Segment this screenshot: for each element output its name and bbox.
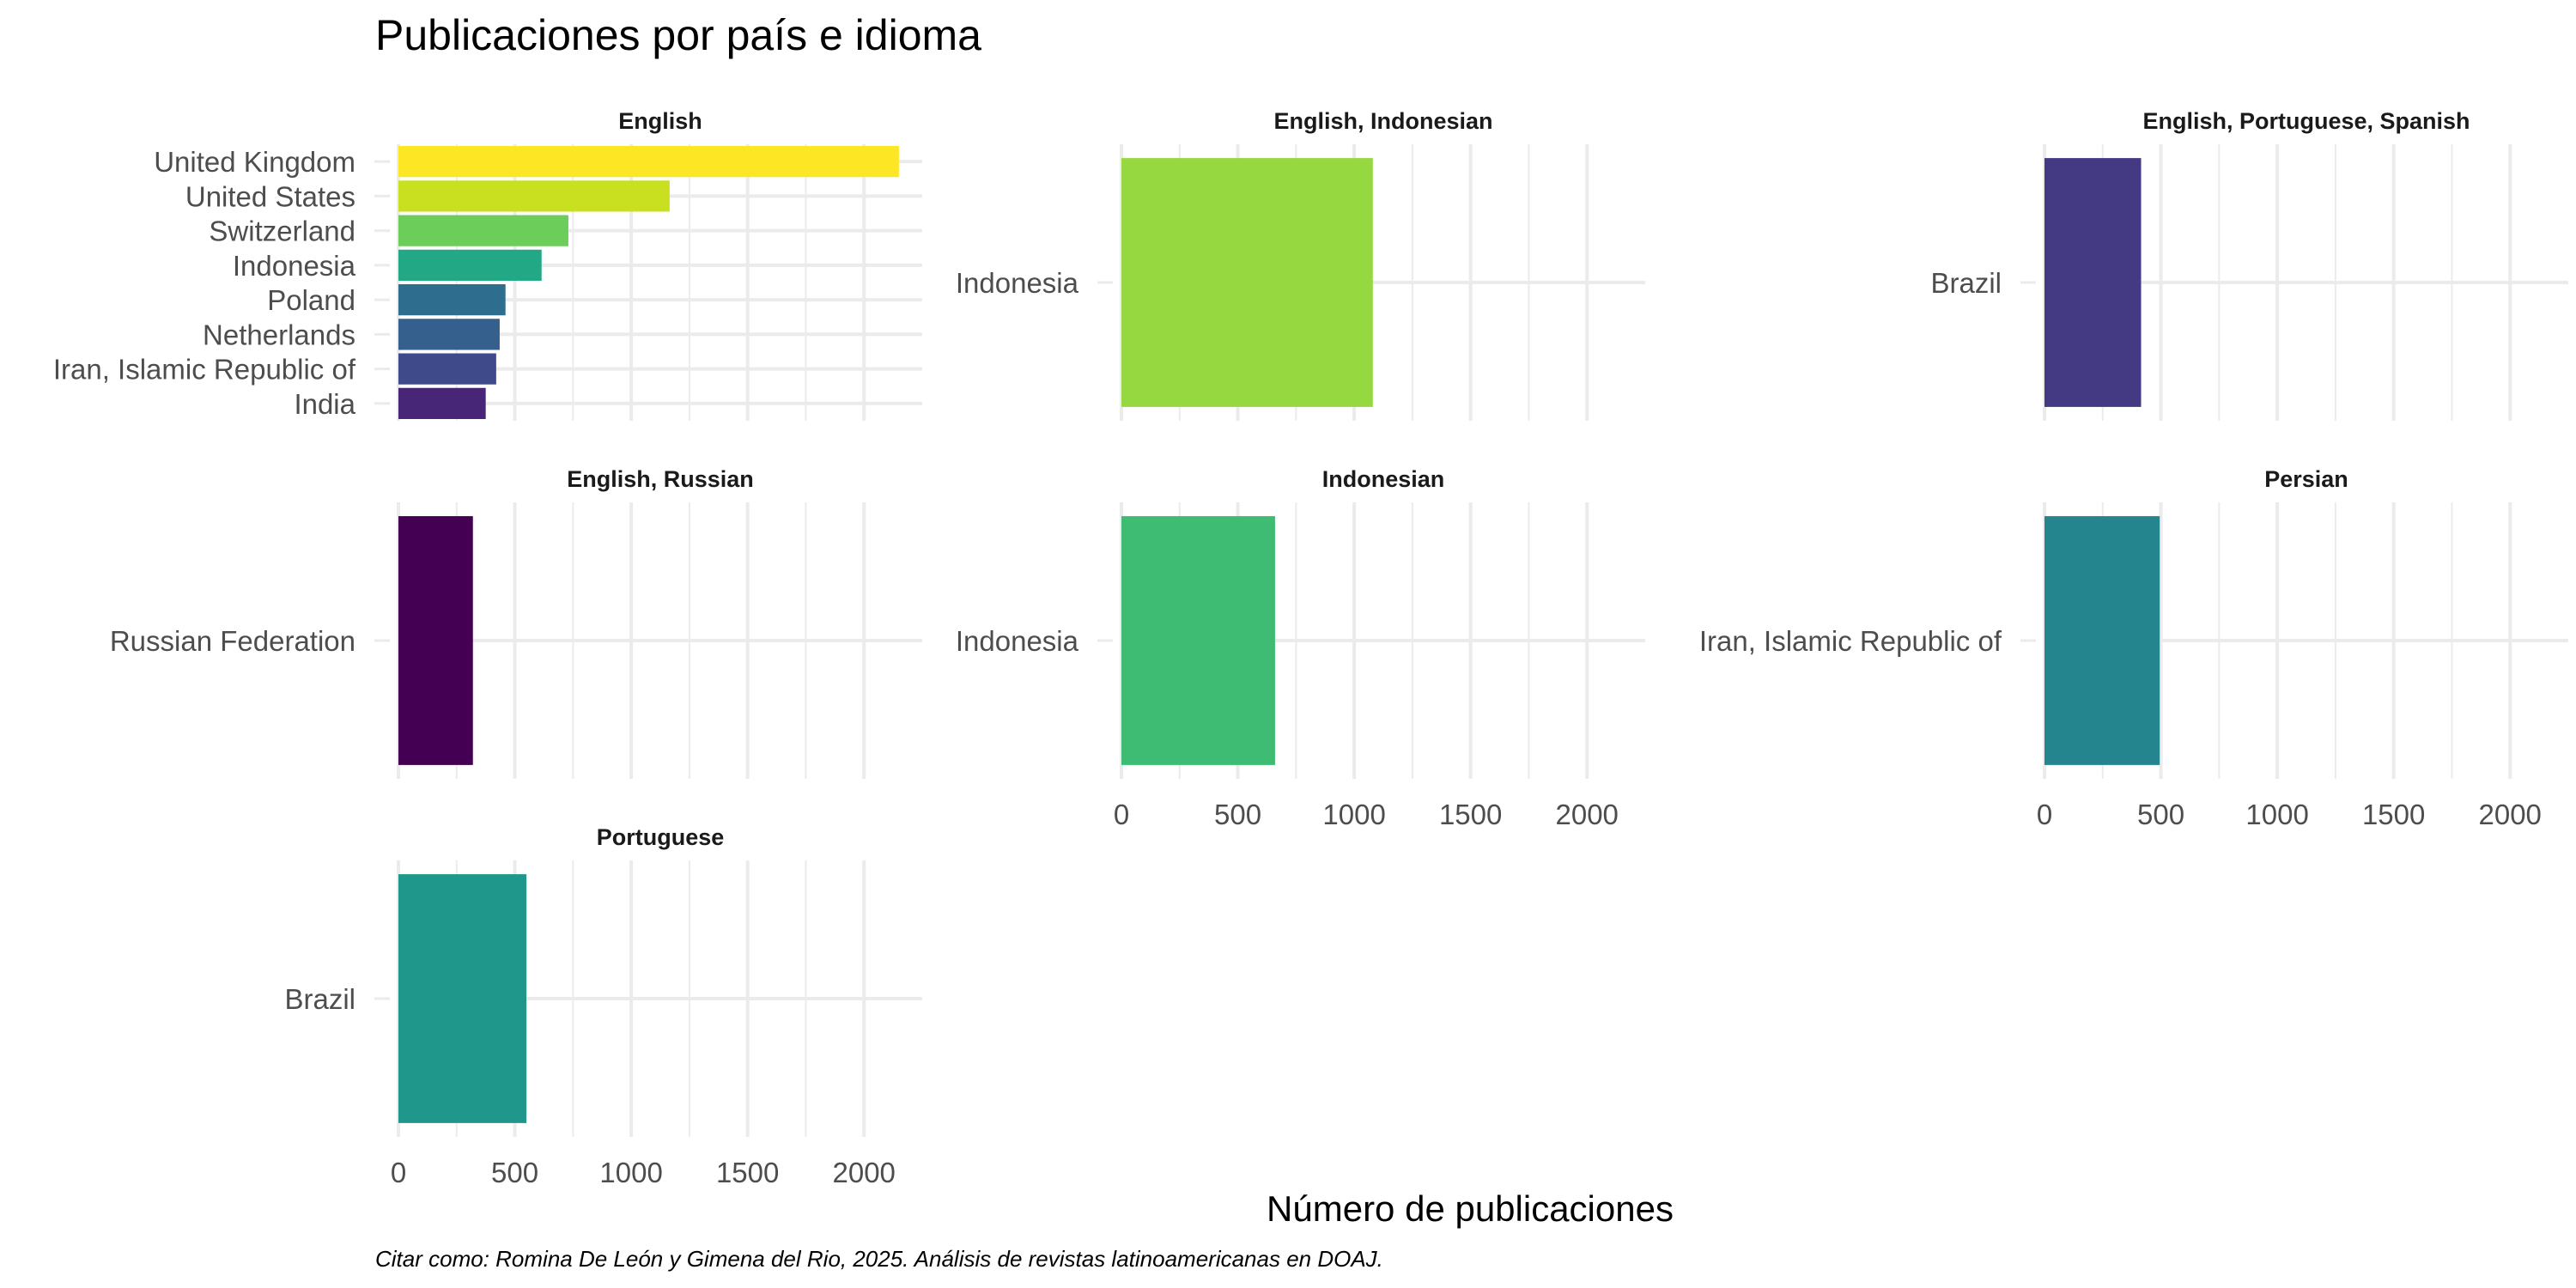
- x-tick-label: 1000: [599, 1157, 662, 1188]
- x-tick-label: 1500: [716, 1157, 779, 1188]
- facet-strip-label: English: [618, 108, 702, 134]
- bar: [398, 354, 496, 385]
- facet-panel: English, Russian Russian Federation: [110, 466, 922, 779]
- facet-strip-label: Portuguese: [597, 824, 725, 850]
- y-tick-label: United Kingdom: [154, 146, 355, 178]
- x-tick-label: 2000: [1556, 799, 1619, 830]
- bar: [398, 874, 526, 1123]
- bar: [2044, 158, 2142, 407]
- bar: [2044, 516, 2160, 765]
- facet-strip-label: Persian: [2264, 466, 2348, 492]
- x-tick-label: 0: [2037, 799, 2052, 830]
- y-tick-label: Iran, Islamic Republic of: [53, 354, 356, 386]
- x-tick-label: 2000: [2479, 799, 2542, 830]
- y-tick-label: Poland: [267, 284, 355, 316]
- bar: [1121, 516, 1275, 765]
- y-tick-label: United States: [185, 180, 355, 212]
- y-tick-label: Netherlands: [203, 319, 355, 350]
- y-tick-label: Brazil: [1930, 267, 2002, 299]
- x-tick-label: 500: [2137, 799, 2184, 830]
- y-tick-label: Indonesia: [956, 625, 1079, 657]
- chart-caption: Citar como: Romina De León y Gimena del …: [375, 1246, 1383, 1272]
- facet-panel: English, Portuguese, Spanish Brazil: [1930, 108, 2568, 421]
- facet-strip-label: English, Indonesian: [1273, 108, 1492, 134]
- facet-strip-label: Indonesian: [1322, 466, 1445, 492]
- facet-strip-label: English, Portuguese, Spanish: [2142, 108, 2470, 134]
- bar: [398, 388, 486, 419]
- bar: [1121, 158, 1373, 407]
- bar: [398, 146, 899, 177]
- x-tick-label: 1500: [1439, 799, 1502, 830]
- x-tick-label: 1000: [2245, 799, 2308, 830]
- chart-title: Publicaciones por país e idioma: [375, 11, 981, 59]
- facet-panel: Portuguese Brazil 0 500 1000 1500 2000: [284, 824, 922, 1188]
- y-tick-label: Brazil: [284, 983, 355, 1015]
- facet-panel: Persian Iran, Islamic Republic of 0 500 1000…: [1699, 466, 2568, 830]
- y-tick-label: Russian Federation: [110, 625, 355, 657]
- y-tick-label: Indonesia: [233, 250, 356, 282]
- x-axis-label: Número de publicaciones: [1267, 1188, 1674, 1229]
- x-tick-label: 500: [491, 1157, 538, 1188]
- bar: [398, 250, 542, 281]
- x-tick-label: 500: [1214, 799, 1261, 830]
- y-tick-label: Indonesia: [956, 267, 1079, 299]
- y-tick-label: Switzerland: [209, 216, 355, 247]
- facet-panel: Indonesian Indonesia 0 500 1000 1500 2000: [956, 466, 1645, 830]
- bar: [398, 516, 473, 765]
- x-tick-label: 2000: [833, 1157, 896, 1188]
- bar: [398, 284, 506, 315]
- facet-strip-label: English, Russian: [567, 466, 754, 492]
- facet-panel: English, Indonesian Indonesia: [956, 108, 1645, 421]
- x-tick-label: 1500: [2362, 799, 2425, 830]
- y-tick-label: India: [294, 388, 355, 420]
- x-tick-label: 1000: [1322, 799, 1385, 830]
- y-tick-label: Iran, Islamic Republic of: [1699, 625, 2002, 657]
- bar: [398, 180, 670, 211]
- bar: [398, 319, 500, 349]
- x-tick-label: 0: [1114, 799, 1129, 830]
- bar: [398, 216, 568, 246]
- x-tick-label: 0: [391, 1157, 406, 1188]
